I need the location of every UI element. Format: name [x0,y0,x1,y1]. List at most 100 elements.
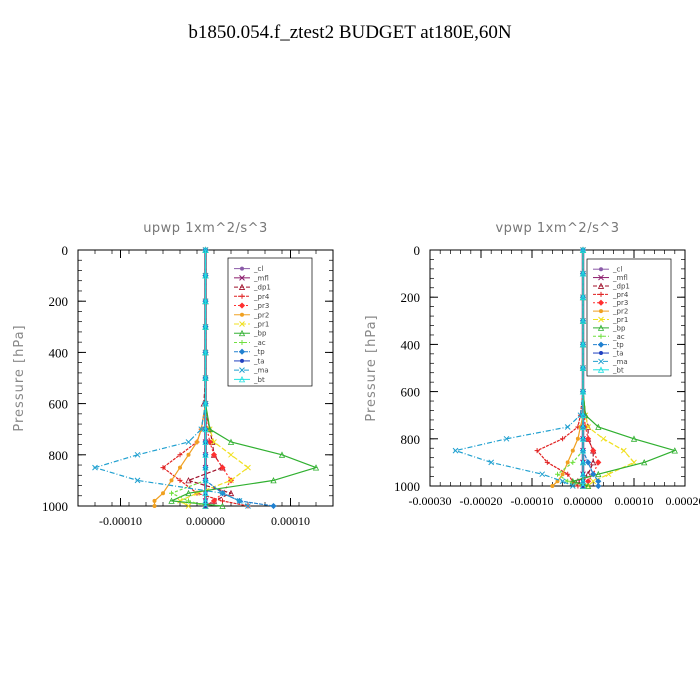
data-point [579,470,587,478]
legend-label: _mfl [612,274,628,282]
data-point [579,459,587,466]
data-point [585,424,591,430]
data-point [219,490,226,497]
panel-title: upwp 1xm^2/s^3 [143,221,268,236]
data-point [178,465,182,470]
data-point [186,452,191,457]
legend-label: _bp [612,324,626,332]
data-point [312,464,320,471]
data-point [585,435,592,442]
legend-item: _pr2 [593,308,628,316]
data-point [210,497,218,504]
series-line [556,250,584,487]
legend-label: _pr4 [253,293,270,301]
legend-marker [598,358,604,365]
data-point [177,498,183,504]
data-point [560,436,566,442]
data-point [579,388,587,395]
x-tick-label: 0.00000 [564,494,603,508]
series-ac [169,247,208,509]
data-point [452,447,459,454]
legend-item: _mfl [593,274,628,282]
series-line [551,250,584,487]
data-point [202,425,209,433]
x-tick-label: 0.00010 [271,514,310,528]
data-point [228,451,234,458]
series-bt [579,246,587,489]
legend: _cl_mfl _dp1_pr4_pr3_pr2 _pr1_bp_ac_tp_ta _… [227,257,313,387]
data-point [236,498,243,504]
data-point [555,471,560,477]
data-point [575,436,580,441]
legend-label: _pr1 [612,316,628,324]
legend-marker [238,283,246,290]
data-point [202,451,209,458]
legend-box [586,258,672,377]
data-point [195,440,199,444]
data-point [488,459,495,466]
data-point [210,451,218,458]
series-ma [92,247,251,509]
x-tick-label: 0.00000 [186,514,225,528]
legend-item: _dp1 [234,284,271,292]
chart-panel-2: vpwp 1xm^2/s^3 Pressure [hPa] 0 200 400 600 80… [364,221,700,508]
legend-marker [240,312,244,317]
data-point [152,504,157,508]
data-point [227,438,235,445]
data-point [134,451,141,458]
series-line [204,250,232,507]
data-point [228,477,234,484]
data-point [534,448,540,454]
legend-marker [598,291,604,297]
legend-item: _pr3 [593,299,628,307]
legend-item: _ac [593,333,625,341]
data-point [227,489,235,497]
data-point [590,478,597,485]
data-point [585,459,592,466]
data-point [152,498,157,503]
legend-item: _pr1 [234,321,269,329]
series-line [536,250,584,487]
data-point [560,472,565,477]
series-pr2 [550,248,585,488]
legend-label: _pr4 [612,291,629,299]
legend-item: _ac [234,339,266,347]
legend-item: _bp [234,330,267,338]
legend-label: _pr1 [253,321,269,329]
y-tick-label: 200 [401,290,421,305]
legend-marker [599,267,603,272]
data-point [202,477,209,484]
legend-label: _mfl [253,274,269,282]
data-point [590,471,597,478]
data-point [579,364,587,371]
data-point [579,423,587,430]
data-point [202,489,209,497]
data-point [219,502,226,509]
data-point [641,459,648,466]
data-point [544,459,550,465]
legend-marker [238,348,246,355]
data-point [202,297,209,305]
data-point [539,471,546,478]
data-point [579,270,587,277]
data-point [161,491,165,496]
data-point [202,246,209,253]
legend-item: _pr4 [234,293,270,301]
data-point [565,478,571,484]
data-point [202,502,209,509]
data-point [595,482,602,490]
x-tick-label: -0.00010 [511,494,554,508]
x-tick-label: 0.00010 [615,494,654,508]
legend-marker [597,366,605,373]
y-tick-label: 200 [49,294,69,309]
data-point [206,438,213,446]
data-point [186,498,191,504]
legend-label: _pr3 [612,299,628,307]
series-pr2 [152,248,208,508]
legend-marker [597,299,605,306]
legend-label: _bt [253,376,265,384]
legend-label: _ta [612,350,624,358]
series-dp1 [185,246,235,509]
data-point [185,503,192,509]
data-point [579,482,587,489]
